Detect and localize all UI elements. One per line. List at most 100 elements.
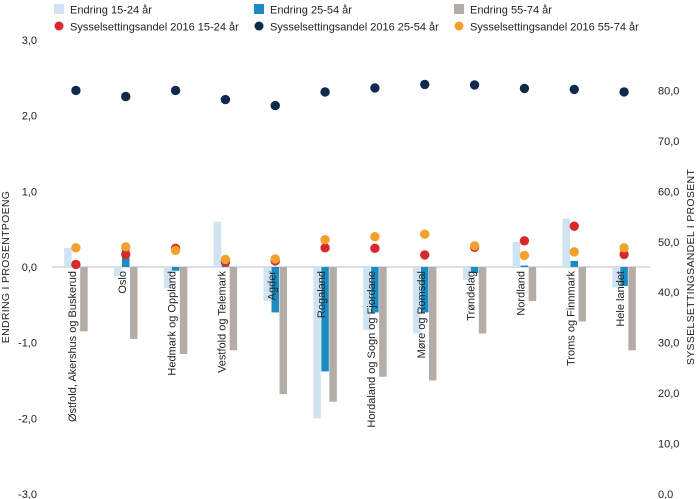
- bar-endring-55-74-r: [379, 267, 387, 377]
- dot-sysselsettingsandel-2016-25-54-r: [121, 91, 131, 102]
- dot-sysselsettingsandel-2016-25-54-r: [320, 87, 330, 97]
- category-label: Hedmark og Oppland: [167, 271, 179, 376]
- bar-endring-25-54-r: [470, 267, 479, 274]
- dot-sysselsettingsandel-2016-15-24-r: [71, 259, 81, 270]
- dot-sysselsettingsandel-2016-25-54-r: [220, 94, 231, 105]
- bar-endring-15-24-r: [363, 267, 371, 330]
- left-tick-label: -1,0: [18, 338, 37, 350]
- right-tick-label: 30,0: [658, 338, 679, 350]
- right-tick-label: 70,0: [658, 136, 679, 148]
- dot-sysselsettingsandel-2016-55-74-r: [320, 235, 330, 245]
- dot-sysselsettingsandel-2016-15-24-r: [121, 249, 131, 260]
- dot-sysselsettingsandel-2016-55-74-r: [121, 242, 131, 252]
- dot-sysselsettingsandel-2016-15-24-r: [619, 249, 629, 260]
- bar-endring-15-24-r: [263, 267, 271, 302]
- bar-endring-15-24-r: [612, 267, 620, 288]
- left-y-axis: 3,0 2,0 1,0 0,0 -1,0 -2,0 -3,0: [18, 35, 37, 499]
- legend-label: Sysselsettingsandel 2016 55-74 år: [470, 22, 639, 34]
- category-label: Møre og Romsdal: [416, 271, 428, 358]
- legend-swatch: [454, 21, 464, 31]
- legend-swatch: [254, 4, 264, 14]
- legend-swatch: [254, 21, 264, 31]
- bar-endring-15-24-r: [213, 221, 222, 267]
- category-label: Hordaland og Sogn og Fjordane: [366, 271, 378, 428]
- chart-legend: Endring 15-24 år Endring 25-54 år Endring …: [54, 4, 639, 34]
- dot-sysselsettingsandel-2016-15-24-r: [370, 243, 380, 254]
- category-label: Agder: [266, 271, 278, 301]
- dot-sysselsettingsandel-2016-25-54-r: [469, 80, 480, 90]
- legend-label: Sysselsettingsandel 2016 15-24 år: [70, 22, 239, 34]
- bar-endring-15-24-r: [313, 267, 321, 419]
- category-label: Nordland: [515, 271, 527, 316]
- bar-endring-55-74-r: [329, 267, 337, 402]
- right-y-axis: 80,0 70,0 60,0 50,0 40,0 30,0 20,0 10,0 0,0: [658, 85, 679, 499]
- right-tick-label: 20,0: [658, 388, 679, 400]
- dot-sysselsettingsandel-2016-55-74-r: [370, 232, 380, 242]
- left-tick-label: 0,0: [22, 262, 37, 274]
- left-tick-label: -3,0: [18, 489, 37, 499]
- right-tick-label: 0,0: [658, 489, 673, 499]
- dot-sysselsettingsandel-2016-55-74-r: [519, 250, 530, 261]
- category-label: Troms og Finnmark: [565, 271, 577, 366]
- category-label: Vestfold og Telemark: [216, 271, 228, 373]
- dot-sysselsettingsandel-2016-55-74-r: [569, 247, 579, 257]
- legend-label: Endring 25-54 år: [270, 5, 352, 17]
- dot-sysselsettingsandel-2016-55-74-r: [619, 243, 629, 253]
- dot-sysselsettingsandel-2016-25-54-r: [420, 79, 430, 90]
- dot-sysselsettingsandel-2016-15-24-r: [569, 221, 579, 231]
- dot-sysselsettingsandel-2016-15-24-r: [420, 250, 430, 260]
- bar-endring-15-24-r: [114, 267, 122, 277]
- left-tick-label: -2,0: [18, 413, 37, 425]
- dot-sysselsettingsandel-2016-25-54-r: [619, 87, 629, 97]
- left-tick-label: 2,0: [22, 111, 37, 123]
- legend-label: Endring 55-74 år: [470, 5, 552, 17]
- bar-endring-15-24-r: [562, 218, 570, 267]
- dot-sysselsettingsandel-2016-55-74-r: [469, 241, 480, 251]
- bar-endring-15-24-r: [163, 267, 172, 289]
- dot-sysselsettingsandel-2016-25-54-r: [71, 85, 81, 96]
- bar-endring-25-54-r: [570, 260, 578, 267]
- right-tick-label: 40,0: [658, 287, 679, 299]
- left-tick-label: 3,0: [22, 35, 37, 47]
- legend-label: Sysselsettingsandel 2016 25-54 år: [270, 22, 439, 34]
- bar-endring-55-74-r: [628, 267, 636, 351]
- bar-endring-55-74-r: [130, 267, 138, 339]
- dot-marks: [71, 79, 629, 270]
- dot-sysselsettingsandel-2016-25-54-r: [270, 100, 280, 111]
- bar-endring-25-54-r: [171, 267, 180, 271]
- category-label: Hele landet: [615, 271, 627, 327]
- category-label: Østfold, Akershus og Buskerud: [67, 271, 79, 422]
- dot-sysselsettingsandel-2016-55-74-r: [420, 229, 430, 239]
- category-label: Rogaland: [316, 271, 328, 318]
- dot-sysselsettingsandel-2016-55-74-r: [71, 243, 81, 253]
- legend-swatch: [54, 4, 64, 14]
- bar-endring-55-74-r: [279, 267, 287, 395]
- bar-endring-15-24-r: [413, 267, 421, 334]
- right-tick-label: 10,0: [658, 439, 679, 451]
- bar-endring-25-54-r: [421, 267, 429, 313]
- bar-endring-55-74-r: [478, 267, 487, 334]
- bar-endring-25-54-r: [271, 267, 279, 313]
- dot-sysselsettingsandel-2016-25-54-r: [569, 84, 579, 95]
- left-tick-label: 1,0: [22, 186, 37, 198]
- bar-endring-55-74-r: [229, 267, 238, 351]
- bar-endring-55-74-r: [578, 267, 586, 322]
- right-tick-label: 80,0: [658, 85, 679, 97]
- bar-endring-25-54-r: [321, 267, 329, 372]
- right-tick-label: 60,0: [658, 186, 679, 198]
- legend-label: Endring 15-24 år: [70, 5, 152, 17]
- legend-swatch: [454, 4, 464, 14]
- bar-endring-25-54-r: [371, 267, 379, 313]
- bar-endring-15-24-r: [64, 248, 72, 267]
- bar-endring-15-24-r: [462, 267, 471, 280]
- dot-sysselsettingsandel-2016-25-54-r: [519, 83, 530, 94]
- dot-sysselsettingsandel-2016-15-24-r: [519, 236, 530, 246]
- bar-endring-55-74-r: [528, 267, 537, 302]
- bar-marks: [64, 218, 636, 419]
- dot-sysselsettingsandel-2016-55-74-r: [170, 245, 181, 256]
- category-labels: Østfold, Akershus og Buskerud Oslo Hedmark…: [67, 271, 627, 428]
- bar-endring-55-74-r: [179, 267, 188, 355]
- dot-sysselsettingsandel-2016-25-54-r: [170, 85, 181, 96]
- right-tick-label: 50,0: [658, 237, 679, 249]
